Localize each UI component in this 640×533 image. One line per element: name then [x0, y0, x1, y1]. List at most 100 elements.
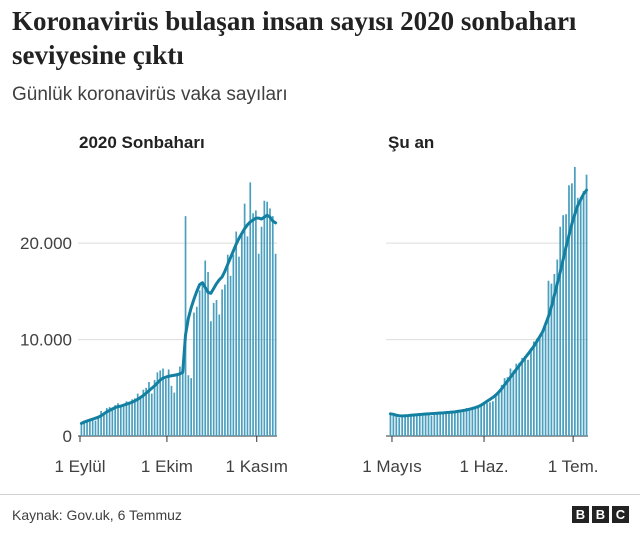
daily-case-bar: [453, 410, 456, 436]
daily-case-bar: [538, 336, 541, 436]
daily-case-bar: [456, 411, 459, 436]
daily-case-bar: [430, 415, 433, 436]
daily-case-bar: [518, 362, 521, 436]
daily-case-bar: [240, 232, 243, 436]
daily-case-bar: [252, 213, 254, 436]
daily-case-bar: [108, 407, 111, 436]
daily-case-bar: [576, 197, 579, 436]
seven-day-average-line: [79, 213, 278, 425]
daily-case-bar: [506, 377, 509, 436]
daily-case-bar: [547, 280, 550, 436]
daily-case-bar: [249, 182, 252, 436]
daily-case-bar: [266, 201, 268, 436]
daily-case-bar: [238, 256, 240, 436]
daily-case-bar: [404, 415, 406, 436]
chart-panel-now: 1 Mayıs 1 Haz. 1 Tem.: [362, 166, 599, 476]
daily-case-bar: [94, 420, 97, 436]
daily-case-bar: [480, 404, 483, 436]
daily-case-bar: [436, 412, 439, 436]
daily-case-bar: [164, 379, 167, 436]
daily-case-bar: [492, 401, 494, 436]
panel-title-now: Şu an: [388, 133, 435, 152]
bbc-logo-letter: B: [572, 506, 589, 523]
source-note: Kaynak: Gov.uk, 6 Temmuz: [12, 507, 182, 523]
daily-case-bar: [553, 274, 556, 436]
daily-case-bar: [477, 406, 480, 436]
daily-case-bar: [89, 419, 91, 436]
x-tick-label: 1 Kasım: [226, 457, 288, 476]
daily-case-bar: [100, 410, 102, 436]
daily-case-bar: [486, 403, 488, 436]
daily-case-bar: [139, 397, 142, 436]
daily-case-bar: [114, 405, 117, 436]
chart-panel-autumn-2020: 0 10.000 20.000 1 Eylül 1 Ekim 1 Kasım: [20, 182, 288, 476]
daily-case-bar: [235, 231, 238, 436]
seven-day-average-line: [388, 188, 589, 418]
daily-case-bar: [150, 393, 153, 436]
daily-case-bar: [111, 409, 114, 436]
daily-case-bar: [483, 403, 485, 436]
daily-case-bar: [582, 191, 585, 436]
daily-case-bar: [229, 275, 232, 436]
daily-case-bar: [407, 416, 409, 436]
x-tick-label: 1 Tem.: [548, 457, 599, 476]
daily-case-bar: [509, 368, 512, 436]
daily-case-bar: [136, 393, 139, 436]
daily-case-bar: [153, 380, 156, 436]
x-tick-label: 1 Eylül: [54, 457, 105, 476]
daily-case-bar: [97, 417, 100, 436]
daily-case-bar: [193, 312, 195, 436]
y-tick-label: 0: [63, 427, 72, 446]
daily-case-bar: [243, 203, 246, 436]
daily-case-bar: [201, 282, 204, 436]
daily-case-bar: [173, 392, 176, 436]
daily-case-bar: [527, 359, 529, 436]
daily-case-bar: [448, 412, 450, 436]
x-tick-label: 1 Ekim: [141, 457, 193, 476]
daily-case-bar: [215, 300, 218, 436]
daily-case-bar: [176, 373, 178, 436]
daily-case-bar: [105, 408, 108, 436]
daily-case-bar: [524, 355, 526, 436]
daily-case-bar: [550, 283, 553, 436]
daily-case-bar: [445, 411, 447, 436]
daily-case-bar: [162, 368, 164, 436]
chart-subtitle: Günlük koronavirüs vaka sayıları: [12, 84, 288, 105]
y-tick-label: 20.000: [20, 234, 72, 253]
daily-case-bar: [424, 413, 427, 436]
daily-case-bar: [515, 363, 518, 436]
daily-case-bar: [401, 416, 404, 436]
daily-case-bar: [468, 408, 471, 436]
bbc-logo-letter: B: [592, 506, 609, 523]
panel-title-autumn-2020: 2020 Sonbaharı: [79, 133, 205, 152]
daily-case-bar: [459, 409, 462, 436]
daily-case-bar: [415, 413, 418, 436]
daily-case-bar: [500, 384, 503, 436]
daily-case-bar: [86, 420, 88, 436]
daily-case-bar: [187, 375, 190, 436]
daily-case-bar: [156, 372, 159, 436]
daily-case-bar: [210, 321, 212, 436]
daily-case-bar: [195, 306, 198, 436]
y-tick-label: 10.000: [20, 331, 72, 350]
daily-case-bar: [274, 253, 277, 436]
daily-case-bar: [471, 407, 474, 436]
daily-case-bar: [145, 387, 147, 436]
bbc-logo-letter: C: [612, 506, 629, 523]
daily-case-bar: [246, 236, 249, 436]
daily-case-bar: [442, 411, 445, 436]
daily-case-bar: [221, 289, 223, 436]
daily-case-bar: [392, 415, 395, 436]
daily-case-bar: [503, 378, 506, 436]
bbc-logo: B B C: [572, 506, 629, 523]
daily-case-bar: [389, 413, 392, 436]
daily-case-bar: [530, 348, 532, 436]
daily-case-bar: [117, 403, 119, 436]
daily-case-bar: [170, 385, 173, 436]
daily-case-bar: [80, 423, 83, 436]
daily-case-bar: [269, 208, 271, 436]
daily-case-bar: [544, 324, 547, 436]
daily-case-bar: [179, 366, 181, 436]
daily-case-bar: [226, 254, 229, 436]
daily-case-bar: [224, 284, 226, 436]
